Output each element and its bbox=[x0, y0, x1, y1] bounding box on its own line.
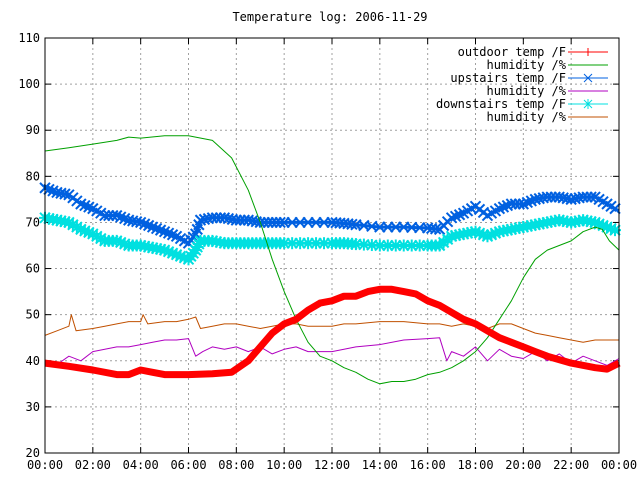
series-point bbox=[346, 218, 358, 230]
series-point bbox=[569, 192, 581, 205]
series-point bbox=[609, 202, 621, 215]
series-0 bbox=[44, 285, 621, 379]
y-tick-label: 70 bbox=[26, 215, 40, 229]
series-point bbox=[170, 230, 183, 242]
series-point bbox=[75, 198, 87, 210]
y-tick-label: 20 bbox=[26, 446, 40, 460]
series-4 bbox=[39, 211, 622, 266]
legend-label: humidity /% bbox=[487, 84, 567, 98]
x-tick-label: 14:00 bbox=[362, 458, 398, 472]
series-5 bbox=[44, 314, 619, 343]
x-tick-label: 18:00 bbox=[457, 458, 493, 472]
series-point bbox=[59, 188, 71, 200]
series-point bbox=[130, 215, 143, 228]
series-line bbox=[44, 285, 621, 379]
y-tick-label: 50 bbox=[26, 308, 40, 322]
series-point bbox=[429, 223, 442, 235]
y-tick-label: 80 bbox=[26, 169, 40, 183]
series-point bbox=[573, 192, 585, 204]
series-point bbox=[565, 193, 577, 206]
x-tick-label: 00:00 bbox=[601, 458, 637, 472]
series-point bbox=[537, 192, 549, 204]
axis-ticks: 20 30 40 50 60 70 80 90 100 110 00:00 02:00 04:00 06:… bbox=[18, 31, 637, 472]
x-tick-label: 20:00 bbox=[505, 458, 541, 472]
series-point bbox=[533, 192, 545, 205]
series-point bbox=[174, 232, 187, 245]
series-1 bbox=[44, 135, 620, 385]
series-point bbox=[142, 219, 155, 232]
series-line bbox=[44, 337, 620, 366]
series-point bbox=[593, 193, 605, 206]
x-tick-label: 12:00 bbox=[314, 458, 350, 472]
series-point bbox=[111, 209, 123, 222]
x-tick-label: 06:00 bbox=[170, 458, 206, 472]
x-tick-label: 10:00 bbox=[266, 458, 302, 472]
series-point bbox=[597, 195, 609, 208]
series-group bbox=[39, 135, 622, 385]
series-point bbox=[95, 207, 107, 219]
series-point bbox=[605, 200, 617, 213]
series-point bbox=[158, 225, 171, 238]
x-tick-label: 16:00 bbox=[410, 458, 446, 472]
legend-label: upstairs temp /F bbox=[450, 71, 566, 85]
series-3 bbox=[44, 337, 620, 366]
series-point bbox=[529, 193, 541, 206]
series-point bbox=[47, 185, 59, 197]
y-tick-label: 40 bbox=[26, 354, 40, 368]
y-tick-label: 110 bbox=[18, 31, 40, 45]
series-2 bbox=[39, 182, 621, 249]
series-point bbox=[589, 191, 601, 203]
series-point bbox=[119, 212, 131, 225]
series-point bbox=[79, 199, 91, 212]
series-point bbox=[601, 198, 613, 210]
series-point bbox=[166, 229, 179, 241]
y-tick-label: 100 bbox=[18, 77, 40, 91]
series-point bbox=[91, 205, 103, 217]
series-point bbox=[274, 216, 286, 229]
series-point bbox=[585, 191, 597, 203]
y-tick-label: 90 bbox=[26, 123, 40, 137]
series-point bbox=[162, 227, 175, 239]
chart-title: Temperature log: 2006-11-29 bbox=[232, 10, 427, 24]
plot-frame bbox=[44, 37, 620, 454]
x-tick-label: 08:00 bbox=[218, 458, 254, 472]
x-tick-label: 00:00 bbox=[27, 458, 63, 472]
x-tick-label: 22:00 bbox=[553, 458, 589, 472]
series-point bbox=[154, 224, 167, 236]
series-point bbox=[138, 218, 151, 230]
y-tick-label: 60 bbox=[26, 262, 40, 276]
series-point bbox=[87, 202, 99, 215]
series-point bbox=[150, 222, 163, 235]
x-tick-label: 02:00 bbox=[75, 458, 111, 472]
series-point bbox=[146, 221, 159, 233]
series-point bbox=[83, 201, 95, 213]
legend-label: downstairs temp /F bbox=[436, 97, 566, 111]
legend-marker bbox=[583, 73, 593, 83]
series-line bbox=[44, 314, 619, 343]
legend-label: humidity /% bbox=[487, 110, 567, 124]
series-point bbox=[513, 198, 526, 210]
series-point bbox=[115, 211, 127, 223]
series-point bbox=[43, 183, 55, 196]
legend-label: humidity /% bbox=[487, 58, 567, 72]
series-point bbox=[202, 212, 215, 225]
series-point bbox=[134, 216, 147, 229]
series-point bbox=[198, 213, 211, 226]
series-line bbox=[44, 135, 620, 385]
y-tick-label: 30 bbox=[26, 400, 40, 414]
legend-label: outdoor temp /F bbox=[458, 45, 566, 59]
x-tick-label: 04:00 bbox=[123, 458, 159, 472]
series-point bbox=[194, 214, 207, 226]
